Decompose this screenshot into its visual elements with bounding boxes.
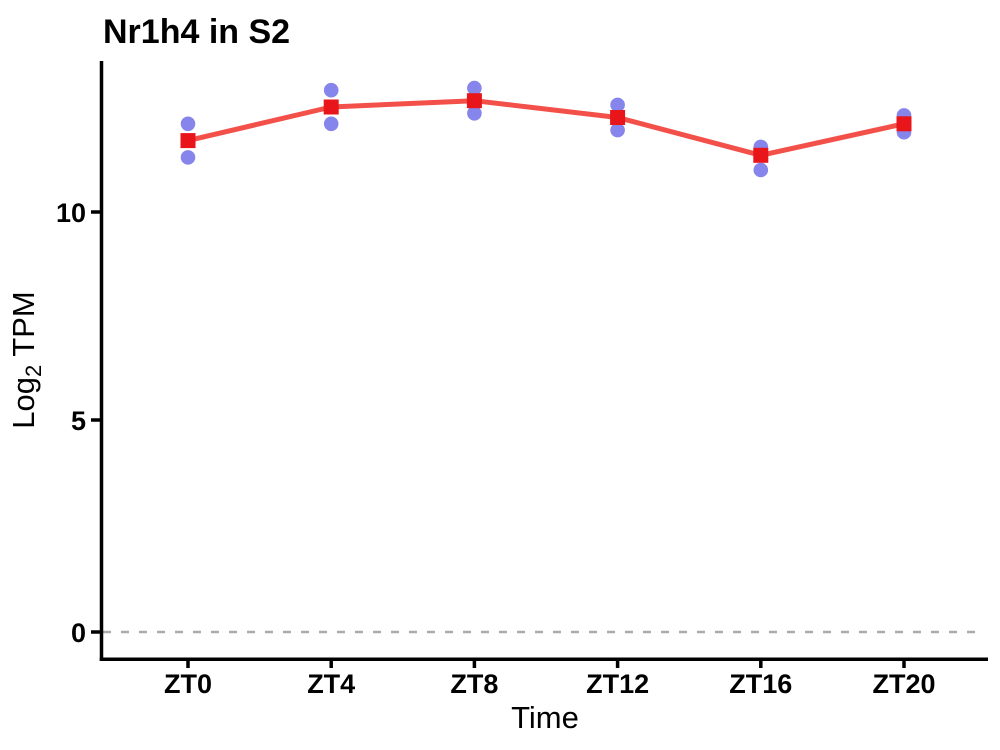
mean-line bbox=[185, 98, 907, 158]
mean-marker bbox=[753, 147, 769, 163]
chart-title: Nr1h4 in S2 bbox=[103, 13, 290, 51]
replicate-dot bbox=[180, 150, 196, 165]
replicate-dot bbox=[323, 116, 339, 132]
replicate-dot bbox=[323, 82, 339, 98]
y-axis-title-prefix: Log bbox=[6, 377, 41, 429]
x-tick-label-zt4: ZT4 bbox=[307, 669, 355, 699]
replicate-dot bbox=[180, 116, 196, 132]
replicate-dot bbox=[467, 106, 482, 121]
y-axis-title-subscript: 2 bbox=[21, 365, 46, 377]
x-tick-label-zt0: ZT0 bbox=[164, 669, 212, 699]
x-tick-label-zt12: ZT12 bbox=[586, 669, 649, 699]
y-axis-title: Log2 TPM bbox=[6, 291, 46, 428]
y-axis-title-suffix: TPM bbox=[6, 291, 41, 365]
x-axis-title: Time bbox=[511, 700, 579, 735]
y-tick-label-10: 10 bbox=[56, 198, 86, 228]
replicate-dot bbox=[467, 80, 482, 96]
mean-marker bbox=[323, 99, 339, 115]
series-layer bbox=[180, 80, 912, 178]
replicate-dot bbox=[610, 122, 625, 138]
x-tick-label-zt16: ZT16 bbox=[729, 669, 792, 699]
x-tick-label-zt20: ZT20 bbox=[872, 669, 935, 699]
x-tick-label-zt8: ZT8 bbox=[450, 669, 498, 699]
mean-marker bbox=[180, 133, 196, 149]
replicate-dot bbox=[610, 97, 625, 113]
mean-marker bbox=[896, 116, 912, 132]
mean-marker bbox=[610, 110, 626, 125]
y-tick-label-0: 0 bbox=[71, 618, 86, 648]
mean-marker bbox=[466, 93, 482, 109]
replicate-dot bbox=[753, 162, 769, 178]
y-tick-label-5: 5 bbox=[71, 406, 86, 436]
